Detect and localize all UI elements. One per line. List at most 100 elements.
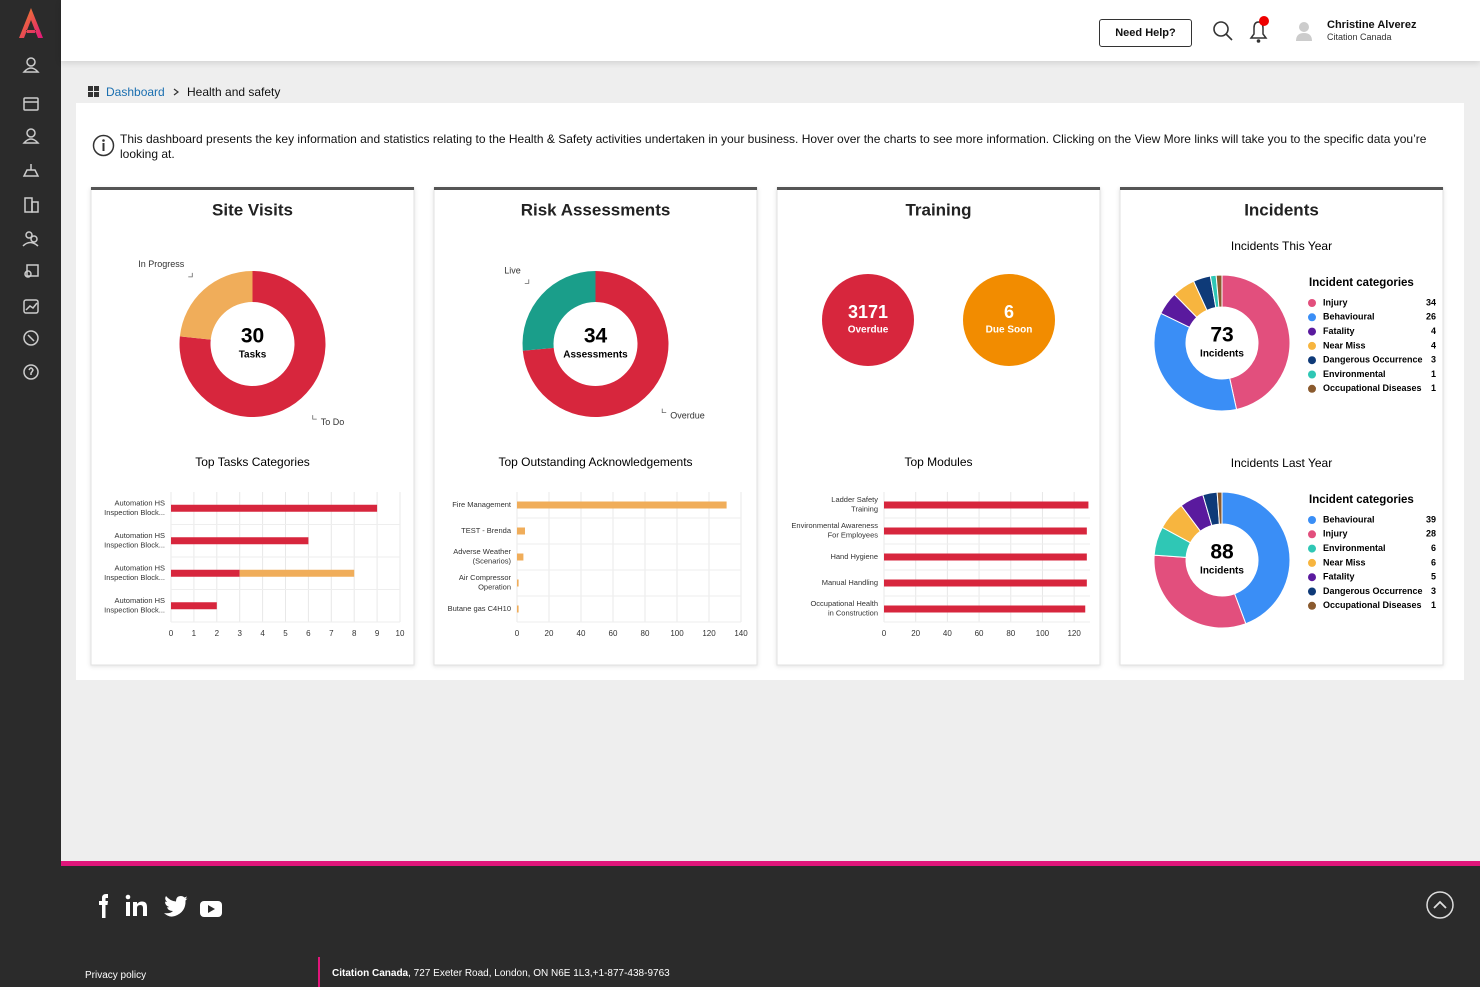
bar — [517, 527, 525, 535]
x-tick-label: 100 — [1036, 629, 1050, 638]
social-icons — [99, 894, 222, 918]
legend-title: Incident categories — [1309, 494, 1414, 506]
legend-swatch — [1308, 516, 1316, 524]
legend-value: 4 — [1431, 326, 1436, 336]
x-tick-label: 5 — [283, 629, 288, 638]
legend-label: Occupational Diseases — [1323, 600, 1422, 610]
y-tick-label: Automation HS — [115, 498, 165, 507]
card-top-border — [777, 187, 1100, 190]
scroll-top[interactable] — [1425, 890, 1457, 922]
y-tick-label: For Employees — [828, 531, 879, 540]
twitter-icon[interactable] — [164, 896, 188, 917]
intro-text: This dashboard presents the key informat… — [120, 132, 1427, 161]
bar — [171, 569, 240, 577]
linkedin-icon[interactable] — [125, 894, 147, 916]
donut-unit: Incidents — [1200, 566, 1244, 577]
bar — [517, 579, 519, 587]
x-tick-label: 6 — [306, 629, 311, 638]
card-top-border — [1120, 187, 1443, 190]
donut-segment — [1215, 274, 1223, 308]
legend-value: 1 — [1431, 383, 1436, 393]
badge — [822, 274, 914, 366]
badge-value: 6 — [1004, 302, 1014, 322]
legend-value: 4 — [1431, 340, 1436, 350]
legend-label: Near Miss — [1323, 340, 1366, 350]
logo[interactable] — [19, 8, 43, 38]
company-name: Citation Canada — [332, 968, 409, 979]
donut-total: 34 — [584, 325, 608, 348]
card-title: Site Visits — [212, 200, 293, 219]
chart-title: Top Outstanding Acknowledgements — [498, 455, 692, 469]
y-tick-label: TEST - Brenda — [461, 526, 512, 535]
facebook-icon[interactable] — [99, 894, 108, 918]
x-tick-label: 4 — [260, 629, 265, 638]
nav-icon[interactable] — [22, 128, 40, 144]
x-tick-label: 80 — [641, 629, 650, 638]
x-tick-label: 1 — [192, 629, 197, 638]
legend-label: Near Miss — [1323, 557, 1366, 567]
header-icons — [1213, 16, 1312, 43]
legend-label: Environmental — [1323, 369, 1386, 379]
badge-value: 3171 — [848, 302, 888, 322]
legend-label: Injury — [1323, 529, 1348, 539]
nav-icon[interactable] — [24, 264, 39, 278]
segment-label: In Progress — [138, 259, 185, 269]
legend-label: Behavioural — [1323, 514, 1375, 524]
x-tick-label: 0 — [515, 629, 520, 638]
y-tick-label: Adverse Weather — [453, 547, 511, 556]
y-tick-label: Ladder Safety — [831, 495, 878, 504]
breadcrumb-icons — [88, 86, 179, 97]
x-tick-label: 60 — [975, 629, 984, 638]
segment-label: To Do — [321, 417, 345, 427]
x-tick-label: 40 — [943, 629, 952, 638]
legend-value: 1 — [1431, 369, 1436, 379]
nav-icon[interactable] — [23, 97, 39, 111]
notifications-icon[interactable] — [1249, 16, 1269, 43]
bar — [884, 527, 1087, 535]
bar — [517, 553, 524, 561]
chart-title: Top Modules — [904, 455, 972, 469]
breadcrumb-current: Health and safety — [187, 85, 281, 99]
footer-divider — [318, 957, 320, 987]
sidebar-icons — [19, 8, 43, 380]
nav-icon[interactable] — [22, 57, 40, 73]
legend-swatch — [1308, 573, 1316, 582]
privacy-link[interactable]: Privacy policy — [85, 970, 147, 981]
y-tick-label: in Construction — [828, 609, 878, 618]
user-org: Citation Canada — [1327, 32, 1392, 42]
address: , 727 Exeter Road, London, ON N6E 1L3,+1… — [408, 968, 670, 979]
nav-icon[interactable] — [24, 197, 39, 213]
legend-swatch — [1308, 384, 1316, 393]
card — [776, 187, 1101, 666]
card-title: Incidents — [1244, 200, 1319, 219]
nav-icon[interactable] — [23, 364, 39, 380]
pie-title: Incidents This Year — [1231, 239, 1332, 253]
y-tick-label: Inspection Block... — [104, 508, 165, 517]
youtube-icon[interactable] — [200, 901, 222, 917]
badge-label: Overdue — [848, 325, 889, 336]
bar — [884, 501, 1089, 509]
breadcrumb-link[interactable]: Dashboard — [106, 85, 165, 99]
y-tick-label: (Scenarios) — [473, 557, 512, 566]
x-tick-label: 9 — [375, 629, 380, 638]
legend-value: 34 — [1426, 297, 1436, 307]
help-button[interactable]: Need Help? — [1099, 19, 1192, 47]
nav-icon[interactable] — [22, 231, 39, 247]
badge-label: Due Soon — [986, 325, 1033, 336]
x-tick-label: 40 — [577, 629, 586, 638]
user-avatar[interactable] — [1296, 22, 1312, 41]
search-icon[interactable] — [1213, 21, 1233, 41]
y-tick-label: Automation HS — [115, 596, 165, 605]
nav-icon[interactable] — [22, 164, 40, 177]
nav-icon[interactable] — [23, 299, 39, 314]
legend-swatch — [1308, 601, 1316, 610]
legend-swatch — [1308, 356, 1316, 365]
label-leader — [312, 415, 317, 420]
info-icon — [92, 134, 115, 157]
nav-icon[interactable] — [23, 330, 39, 346]
legend-swatch — [1308, 341, 1316, 350]
legend-swatch — [1308, 370, 1316, 379]
pie-title: Incidents Last Year — [1231, 456, 1332, 470]
donut-segment — [1221, 274, 1291, 411]
